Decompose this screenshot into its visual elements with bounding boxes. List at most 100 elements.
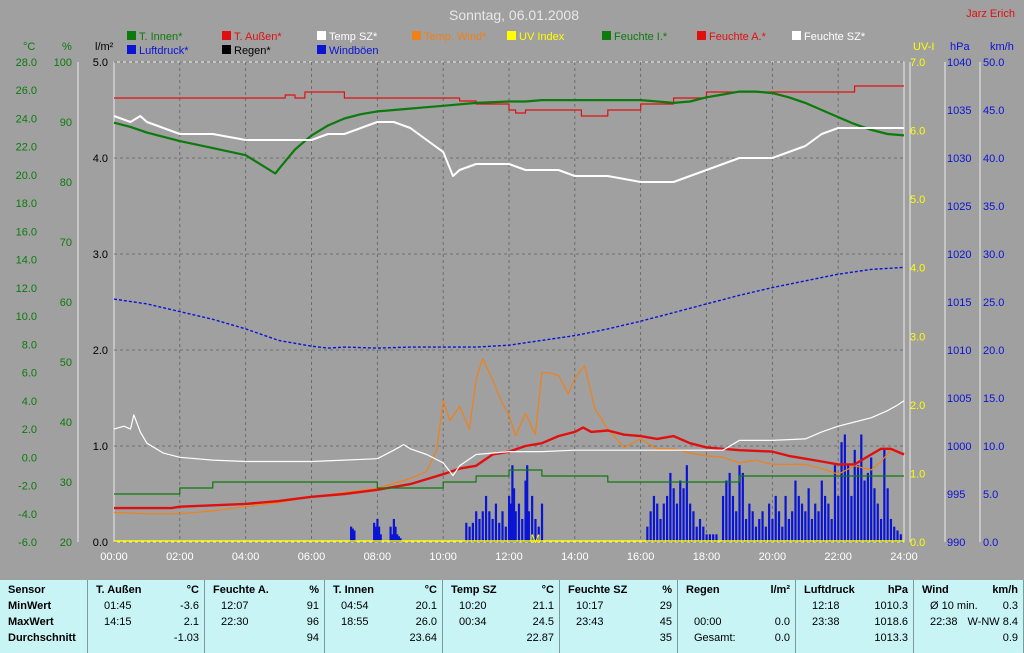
hum-tick-label: 60: [60, 297, 72, 309]
stats-row: 94: [213, 630, 319, 646]
wind-gust-bar: [728, 472, 731, 542]
wind-gust-bar: [702, 526, 705, 542]
stats-row: 01:45 -3.6: [96, 598, 199, 614]
wind-gust-bar: [886, 488, 889, 542]
stats-column-header: T. Außen °C: [96, 582, 199, 598]
wind-gust-bar: [764, 526, 767, 542]
wind-gust-bar: [484, 495, 488, 542]
stats-time: 22:30: [221, 616, 249, 628]
stats-unit-label: %: [309, 584, 319, 596]
rain-tick-label: 3.0: [93, 249, 108, 261]
stats-row: 23:43 45: [568, 614, 672, 630]
wind-gust-bar: [827, 503, 830, 542]
uv-tick-label: 7.0: [910, 57, 925, 69]
wind-tick-label: 30.0: [983, 249, 1004, 261]
stats-value: 24.5: [532, 616, 554, 628]
stats-header-label: T. Innen: [333, 584, 374, 596]
stats-time: 18:55: [341, 616, 369, 628]
stats-column-header: T. Innen °C: [333, 582, 437, 598]
stats-unit-label: °C: [541, 584, 554, 596]
stats-time: 12:07: [221, 600, 249, 612]
wind-gust-bar: [830, 518, 833, 542]
x-tick-label: 18:00: [693, 551, 721, 563]
wind-gust-bar: [781, 526, 784, 542]
wind-tick-label: 10.0: [983, 441, 1004, 453]
weather-chart: Sonntag, 06.01.2008 Jarz Erich 00:00 02:0…: [16, 7, 1015, 563]
stats-row: Gesamt: 0.0: [686, 630, 790, 646]
x-tick-label: 24:00: [890, 551, 918, 563]
legend-swatch: [127, 45, 136, 54]
stats-unit-label: %: [662, 584, 672, 596]
wind-gust-bar: [807, 488, 810, 542]
wind-gust-bar: [800, 503, 804, 542]
stats-row: MaxWert: [8, 614, 82, 630]
wind-gust-bar: [646, 526, 649, 542]
stats-value: 2.1: [183, 616, 199, 628]
legend-label: Windböen: [329, 45, 379, 57]
legend-swatch: [222, 45, 231, 54]
press-tick-label: 1010: [947, 345, 971, 357]
temp-tick-label: 14.0: [16, 255, 37, 267]
wind-gust-bar: [899, 534, 902, 542]
press-tick-label: 995: [947, 489, 965, 501]
temp-tick-label: 18.0: [16, 198, 37, 210]
wind-tick-label: 25.0: [983, 297, 1004, 309]
x-tick-label: 12:00: [495, 551, 523, 563]
legend-swatch: [697, 31, 706, 40]
wind-gust-bar: [731, 495, 735, 542]
wind-gust-bar: [817, 511, 820, 542]
wind-gust-bar: [521, 518, 524, 542]
uv-tick-label: 0.0: [910, 537, 925, 549]
stats-value: 1010.3: [874, 600, 908, 612]
stats-time: 14:15: [104, 616, 132, 628]
wind-gust-bar: [692, 511, 695, 542]
legend-swatch: [127, 31, 136, 40]
wind-gust-bar: [662, 503, 665, 542]
stats-header-label: T. Außen: [96, 584, 142, 596]
temp-tick-label: -4.0: [18, 509, 37, 521]
rain-tick-label: 2.0: [93, 345, 108, 357]
temp-tick-label: 20.0: [16, 170, 37, 182]
wind-gust-bar: [814, 503, 817, 542]
wind-gust-bar: [879, 518, 883, 542]
temp-tick-label: 10.0: [16, 311, 37, 323]
series-line-feuchte-sz-: [113, 115, 904, 183]
wind-gust-bar: [501, 511, 504, 542]
stats-column: Luftdruck hPa 12:18 1010.3 23:38 1018.6 1013.3: [796, 580, 914, 653]
wind-gust-bar: [397, 536, 400, 542]
rain-tick-label: 0.0: [93, 537, 108, 549]
stats-value: 29: [659, 600, 672, 612]
wind-gust-bar: [527, 511, 530, 542]
press-tick-label: 1020: [947, 249, 971, 261]
wind-gust-bar: [468, 526, 471, 542]
stats-value: 96: [306, 616, 319, 628]
wind-gust-bar: [498, 522, 501, 542]
stats-value: 20.1: [415, 600, 437, 612]
stats-time: 04:54: [341, 600, 369, 612]
press-tick-label: 1025: [947, 201, 971, 213]
stats-time: Durchschnitt: [8, 632, 76, 644]
stats-row: 00:00 0.0: [686, 614, 790, 630]
wind-gust-bar: [768, 503, 771, 542]
stats-row: 12:18 1010.3: [804, 598, 908, 614]
wind-gust-bar: [721, 495, 725, 542]
press-tick-label: 1015: [947, 297, 971, 309]
series-line-temp-wind-: [113, 357, 905, 515]
stats-row: 00:34 24.5: [451, 614, 554, 630]
wind-gust-bar: [758, 518, 761, 542]
wind-gust-bar: [377, 526, 381, 542]
x-tick-label: 16:00: [627, 551, 655, 563]
x-tick-label: 00:00: [100, 551, 128, 563]
wind-gust-bar: [735, 511, 738, 542]
wind-gust-bar: [656, 503, 659, 542]
wind-gust-bar: [350, 526, 353, 542]
uv-tick-label: 2.0: [910, 400, 925, 412]
wind-gust-bar: [669, 472, 672, 542]
stats-time: 01:45: [104, 600, 132, 612]
wind-gust-bar: [876, 503, 879, 542]
wind-gust-bar: [399, 538, 402, 542]
stats-header-label: Feuchte SZ: [568, 584, 628, 596]
wind-gust-bar: [856, 465, 860, 542]
wind-gust-bar: [804, 511, 807, 542]
temp-tick-label: 28.0: [16, 57, 37, 69]
